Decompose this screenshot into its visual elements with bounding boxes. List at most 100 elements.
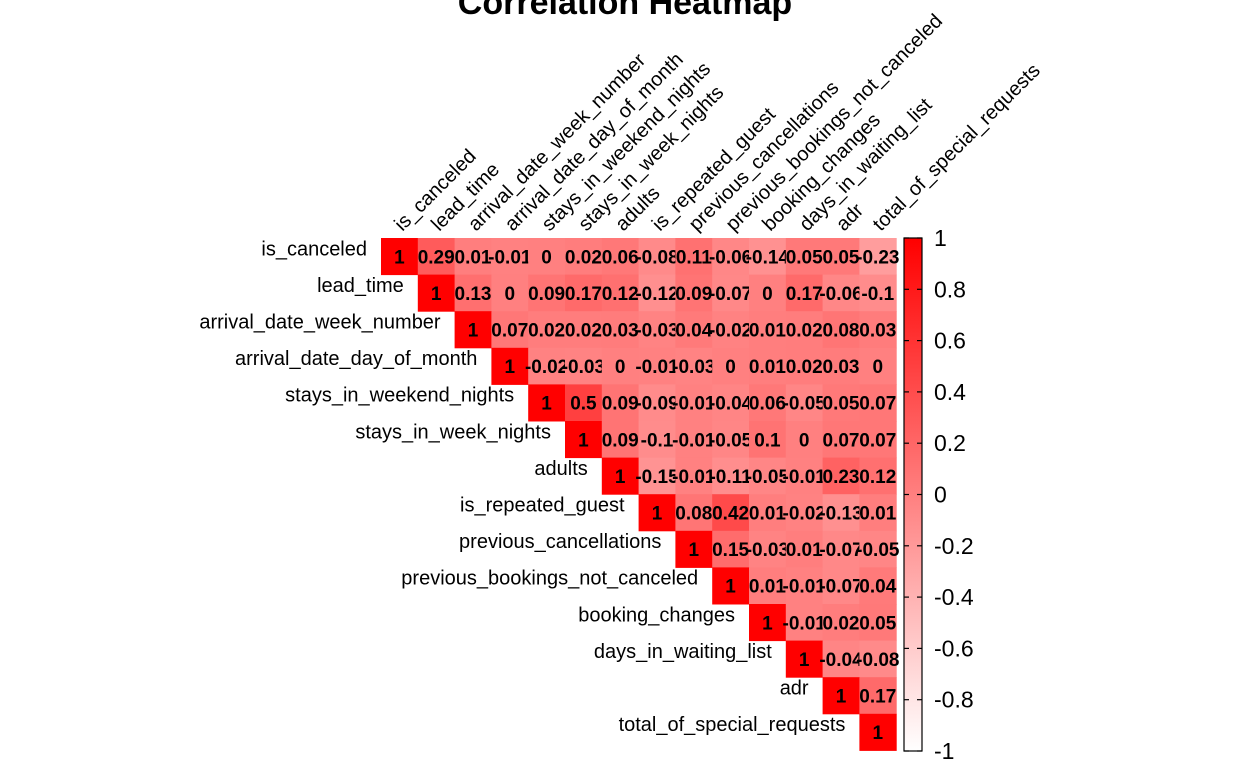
cell-value-label: -0.05 [709, 430, 753, 451]
cell-value-label: 0.01 [749, 504, 786, 525]
cell-value-label: -0.05 [783, 394, 827, 415]
heatmap-cell [528, 347, 566, 385]
cell-value-label: 0.03 [823, 357, 860, 378]
cell-value-label: 0.09 [602, 394, 639, 415]
cell-value-label: 0.5 [570, 394, 597, 415]
heatmap-cell [785, 238, 824, 276]
cell-value-label: 1 [725, 577, 736, 598]
legend-tick-label: 0.2 [934, 430, 966, 456]
cell-value-label: -0.02 [783, 504, 826, 525]
cell-value-label: -0.07 [709, 284, 752, 305]
heatmap-cell [749, 274, 787, 312]
cell-value-label: 0.02 [786, 321, 823, 342]
cell-value-label: -0.01 [783, 577, 827, 598]
cell-value-label: -0.01 [783, 467, 827, 488]
cell-value-label: -0.13 [819, 504, 862, 525]
row-label: stays_in_weekend_nights [285, 385, 514, 407]
cell-value-label: -0.03 [562, 357, 605, 378]
heatmap-cell [859, 494, 897, 532]
row-labels: is_canceled lead_time arrival_date_week_nu… [199, 238, 845, 736]
heatmap-cell [565, 421, 603, 459]
heatmap-cell [712, 347, 750, 385]
cell-value-label: 0.01 [749, 321, 786, 342]
cell-value-label: 1 [873, 723, 884, 744]
cell-value-label: 0.02 [565, 321, 602, 342]
heatmap-cell [859, 274, 897, 312]
heatmap-cell [601, 421, 640, 459]
cell-value-label: -0.05 [856, 540, 900, 561]
heatmap-cell [785, 347, 824, 385]
cell-value-label: -0.07 [819, 540, 862, 561]
heatmap-cell [859, 713, 897, 751]
heatmap-cell [528, 311, 566, 349]
heatmap-cell [859, 567, 897, 605]
cell-value-label: -0.08 [635, 247, 678, 268]
heatmap-cell [712, 494, 750, 532]
color-legend: 1 0.8 0.6 0.4 0.2 0 -0.2 -0.4 -0.6 -0.8 -1 [903, 225, 974, 764]
heatmap-cell [749, 457, 787, 495]
legend-tick-label: -0.2 [934, 533, 974, 559]
cell-value-label: 0.01 [786, 540, 823, 561]
heatmap-cell [712, 567, 750, 605]
cell-value-label: 0.01 [749, 577, 786, 598]
cell-value-label: 0.23 [823, 467, 860, 488]
cell-value-label: -0.01 [488, 247, 532, 268]
cell-value-label: -0.12 [635, 284, 678, 305]
heatmap-cell [565, 311, 603, 349]
cell-value-label: 0.29 [418, 247, 455, 268]
cell-value-label: 0.04 [675, 321, 712, 342]
heatmap-cell [822, 421, 860, 459]
heatmap-cell [785, 457, 824, 495]
heatmap-cell [712, 530, 750, 568]
heatmap-cell [417, 238, 456, 276]
cell-value-label: -0.06 [709, 247, 752, 268]
cell-value-label: -0.01 [635, 357, 679, 378]
cell-value-label: 1 [505, 357, 516, 378]
heatmap-cell [417, 274, 456, 312]
heatmap-cell [859, 530, 897, 568]
heatmap-cell [601, 238, 640, 276]
heatmap-cell [638, 238, 676, 276]
legend-tick-label: 1 [934, 225, 947, 251]
heatmap-cell [785, 530, 824, 568]
heatmap-cell [785, 567, 824, 605]
row-label: arrival_date_week_number [199, 312, 441, 334]
heatmap-cell [712, 421, 750, 459]
cell-value-label: 0.13 [455, 284, 492, 305]
cell-value-label: 0.02 [565, 247, 602, 268]
cell-value-label: 0.01 [749, 357, 786, 378]
heatmap-cell [638, 347, 676, 385]
heatmap-cell [565, 274, 603, 312]
heatmap-cell [822, 311, 860, 349]
heatmap-cell [675, 530, 713, 568]
heatmap-cell [822, 530, 860, 568]
cell-value-label: 0.03 [859, 321, 896, 342]
cell-value-label: 1 [468, 321, 479, 342]
heatmap-cell [785, 494, 824, 532]
cell-value-label: -0.14 [746, 247, 790, 268]
heatmap-cell [638, 494, 676, 532]
cell-value-label: 0.08 [823, 321, 860, 342]
heatmap-cell [859, 384, 897, 422]
heatmap-cell [601, 457, 640, 495]
cell-value-label: 0.04 [859, 577, 896, 598]
heatmap-cell [454, 274, 492, 312]
cell-value-label: 0.02 [786, 357, 823, 378]
cell-value-label: 1 [615, 467, 626, 488]
heatmap-cell [785, 421, 824, 459]
cell-value-label: 0.09 [675, 284, 712, 305]
cell-value-label: 0.17 [786, 284, 823, 305]
heatmap-cell [454, 311, 492, 349]
cell-value-label: 0.17 [565, 284, 602, 305]
heatmap-cell [601, 347, 640, 385]
heatmap-cell [601, 274, 640, 312]
heatmap-cell [822, 677, 860, 715]
heatmap-cell [528, 274, 566, 312]
cell-value-label: 1 [431, 284, 442, 305]
heatmap-cell [565, 384, 603, 422]
heatmap-cell [491, 238, 529, 276]
cell-value-label: 0.07 [859, 394, 896, 415]
row-label: previous_bookings_not_canceled [401, 568, 698, 590]
legend-tick-label: 0.4 [934, 379, 966, 405]
heatmap-cell [822, 347, 860, 385]
